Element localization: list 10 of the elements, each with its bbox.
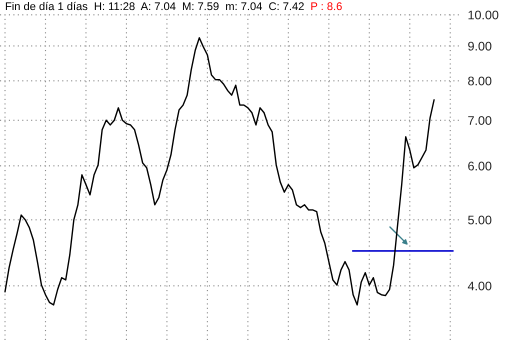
chart-subtitle: P : 8.6 [311, 2, 342, 10]
y-tick-label: 10.00 [468, 10, 498, 20]
y-tick-label: 6.00 [468, 162, 492, 171]
y-tick-label: 5.00 [468, 216, 492, 224]
line-series [4, 37, 435, 306]
y-tick-label: 9.00 [468, 42, 492, 51]
chart-title: Fin de día 1 días H: 11:28 A: 7.04 M: 7.59 m: 7.04 C: 7.42 [6, 2, 304, 10]
y-tick-label: 8.00 [468, 76, 492, 86]
y-tick-label: 7.00 [468, 116, 492, 125]
y-tick-label: 4.00 [468, 282, 492, 290]
